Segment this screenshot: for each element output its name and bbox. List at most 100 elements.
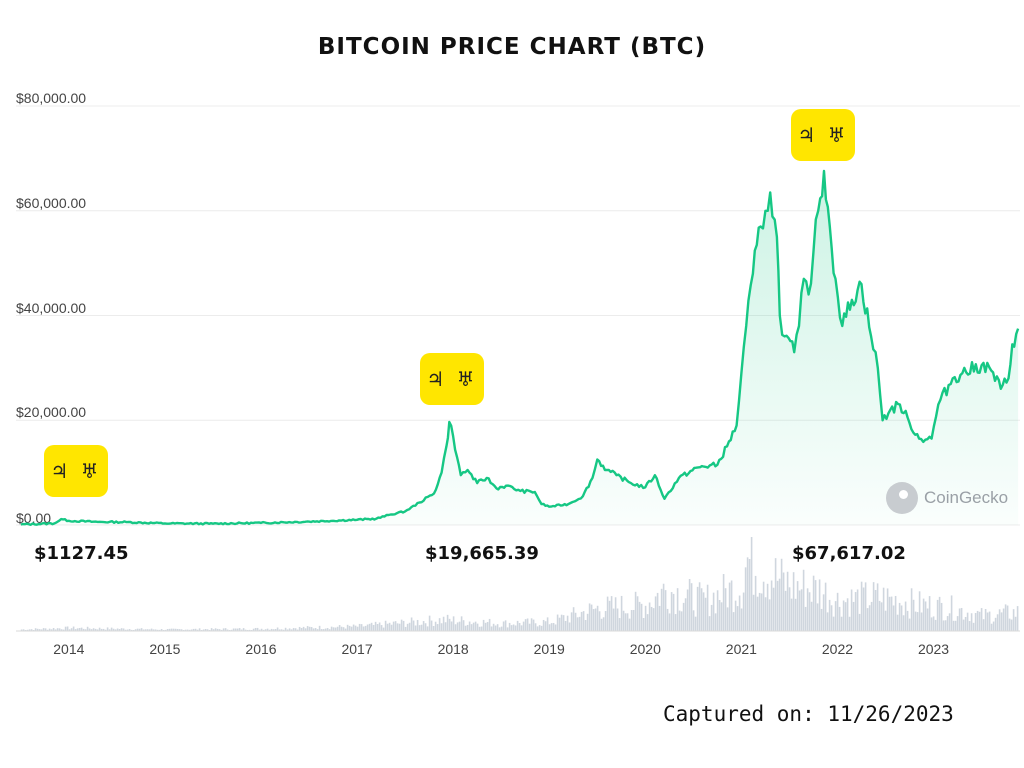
volume-bar xyxy=(34,628,37,631)
volume-bar xyxy=(526,618,529,631)
volume-bar xyxy=(456,622,459,631)
volume-bar xyxy=(934,619,937,631)
volume-bar xyxy=(472,622,475,631)
volume-bar xyxy=(960,607,963,631)
volume-bar xyxy=(76,628,79,631)
volume-bar xyxy=(846,598,849,631)
volume-bar xyxy=(390,624,393,631)
volume-bar xyxy=(610,596,613,631)
volume-bar xyxy=(698,582,701,631)
volume-bar xyxy=(242,628,245,631)
volume-bar xyxy=(382,627,385,631)
volume-bar xyxy=(752,594,755,631)
volume-bar xyxy=(696,586,699,631)
volume-bar xyxy=(58,628,61,631)
volume-bar xyxy=(848,616,851,631)
volume-bar xyxy=(718,599,721,631)
volume-bar xyxy=(748,558,751,631)
volume-bar xyxy=(372,624,375,631)
volume-bar xyxy=(52,628,55,631)
volume-bar xyxy=(874,590,877,631)
volume-bar xyxy=(542,619,545,631)
volume-bar xyxy=(410,617,413,631)
volume-bar xyxy=(884,610,887,631)
volume-bar xyxy=(940,602,943,631)
highlight-badge: ♃ ♅ xyxy=(791,109,855,161)
volume-bar xyxy=(512,624,515,631)
volume-bar xyxy=(90,629,93,631)
volume-bar xyxy=(478,626,481,631)
volume-bar xyxy=(800,589,803,631)
volume-bar xyxy=(142,629,145,631)
volume-bar xyxy=(634,591,637,631)
volume-bar xyxy=(988,611,991,631)
volume-bar xyxy=(712,592,715,631)
volume-bar xyxy=(246,629,249,631)
volume-bar xyxy=(268,629,271,631)
volume-bar xyxy=(592,609,595,631)
volume-bar xyxy=(224,628,227,631)
volume-bar xyxy=(88,628,91,631)
volume-bar xyxy=(502,621,505,631)
volume-bar xyxy=(804,606,807,631)
volume-bar xyxy=(252,628,255,631)
watermark-text: CoinGecko xyxy=(924,488,1009,507)
volume-bar xyxy=(774,558,777,631)
volume-bar xyxy=(768,599,771,631)
x-tick-label: 2022 xyxy=(821,641,854,657)
volume-bar xyxy=(898,602,901,631)
volume-bar xyxy=(120,628,123,631)
volume-bar xyxy=(520,625,523,631)
volume-bar xyxy=(468,621,471,631)
volume-bar xyxy=(210,628,213,631)
volume-bar xyxy=(922,598,925,631)
volume-bar xyxy=(584,620,587,631)
volume-bar xyxy=(982,619,985,631)
volume-bar xyxy=(286,629,289,631)
volume-bar xyxy=(796,581,799,631)
volume-bar xyxy=(180,629,183,631)
volume-bar xyxy=(20,629,23,631)
volume-bar xyxy=(732,612,735,631)
volume-bar xyxy=(1004,604,1007,631)
x-tick-label: 2014 xyxy=(53,641,85,657)
volume-bar xyxy=(260,628,263,631)
volume-bar xyxy=(458,621,461,631)
volume-bar xyxy=(432,626,435,631)
volume-bar xyxy=(514,625,517,631)
volume-bar xyxy=(50,629,53,631)
volume-bar xyxy=(270,628,273,631)
volume-bar xyxy=(604,611,607,631)
volume-bar xyxy=(226,629,229,631)
volume-bar xyxy=(630,610,633,631)
volume-bar xyxy=(414,625,417,631)
volume-bar xyxy=(784,590,787,631)
volume-bar xyxy=(160,629,163,631)
volume-bar xyxy=(100,628,103,631)
volume-bar xyxy=(54,629,57,631)
volume-bar xyxy=(636,596,639,631)
volume-bar xyxy=(516,620,519,631)
volume-bar xyxy=(402,620,405,631)
volume-bar xyxy=(184,629,187,631)
volume-bar xyxy=(778,578,781,631)
volume-bar xyxy=(384,620,387,631)
volume-bar xyxy=(426,626,429,631)
volume-bar xyxy=(244,629,247,631)
volume-bar xyxy=(972,622,975,631)
volume-bar xyxy=(838,606,841,631)
volume-bar xyxy=(532,619,535,631)
volume-bar xyxy=(356,626,359,631)
volume-bar xyxy=(662,583,665,631)
volume-bar xyxy=(1006,605,1009,631)
volume-bar xyxy=(194,628,197,631)
volume-bar xyxy=(480,626,483,631)
volume-bar xyxy=(254,627,257,631)
volume-bar xyxy=(352,624,355,631)
volume-bar xyxy=(554,624,557,631)
volume-bar xyxy=(394,621,397,631)
volume-bar xyxy=(956,616,959,631)
volume-bar xyxy=(790,598,793,631)
volume-bar xyxy=(792,572,795,631)
volume-bar xyxy=(840,616,843,631)
